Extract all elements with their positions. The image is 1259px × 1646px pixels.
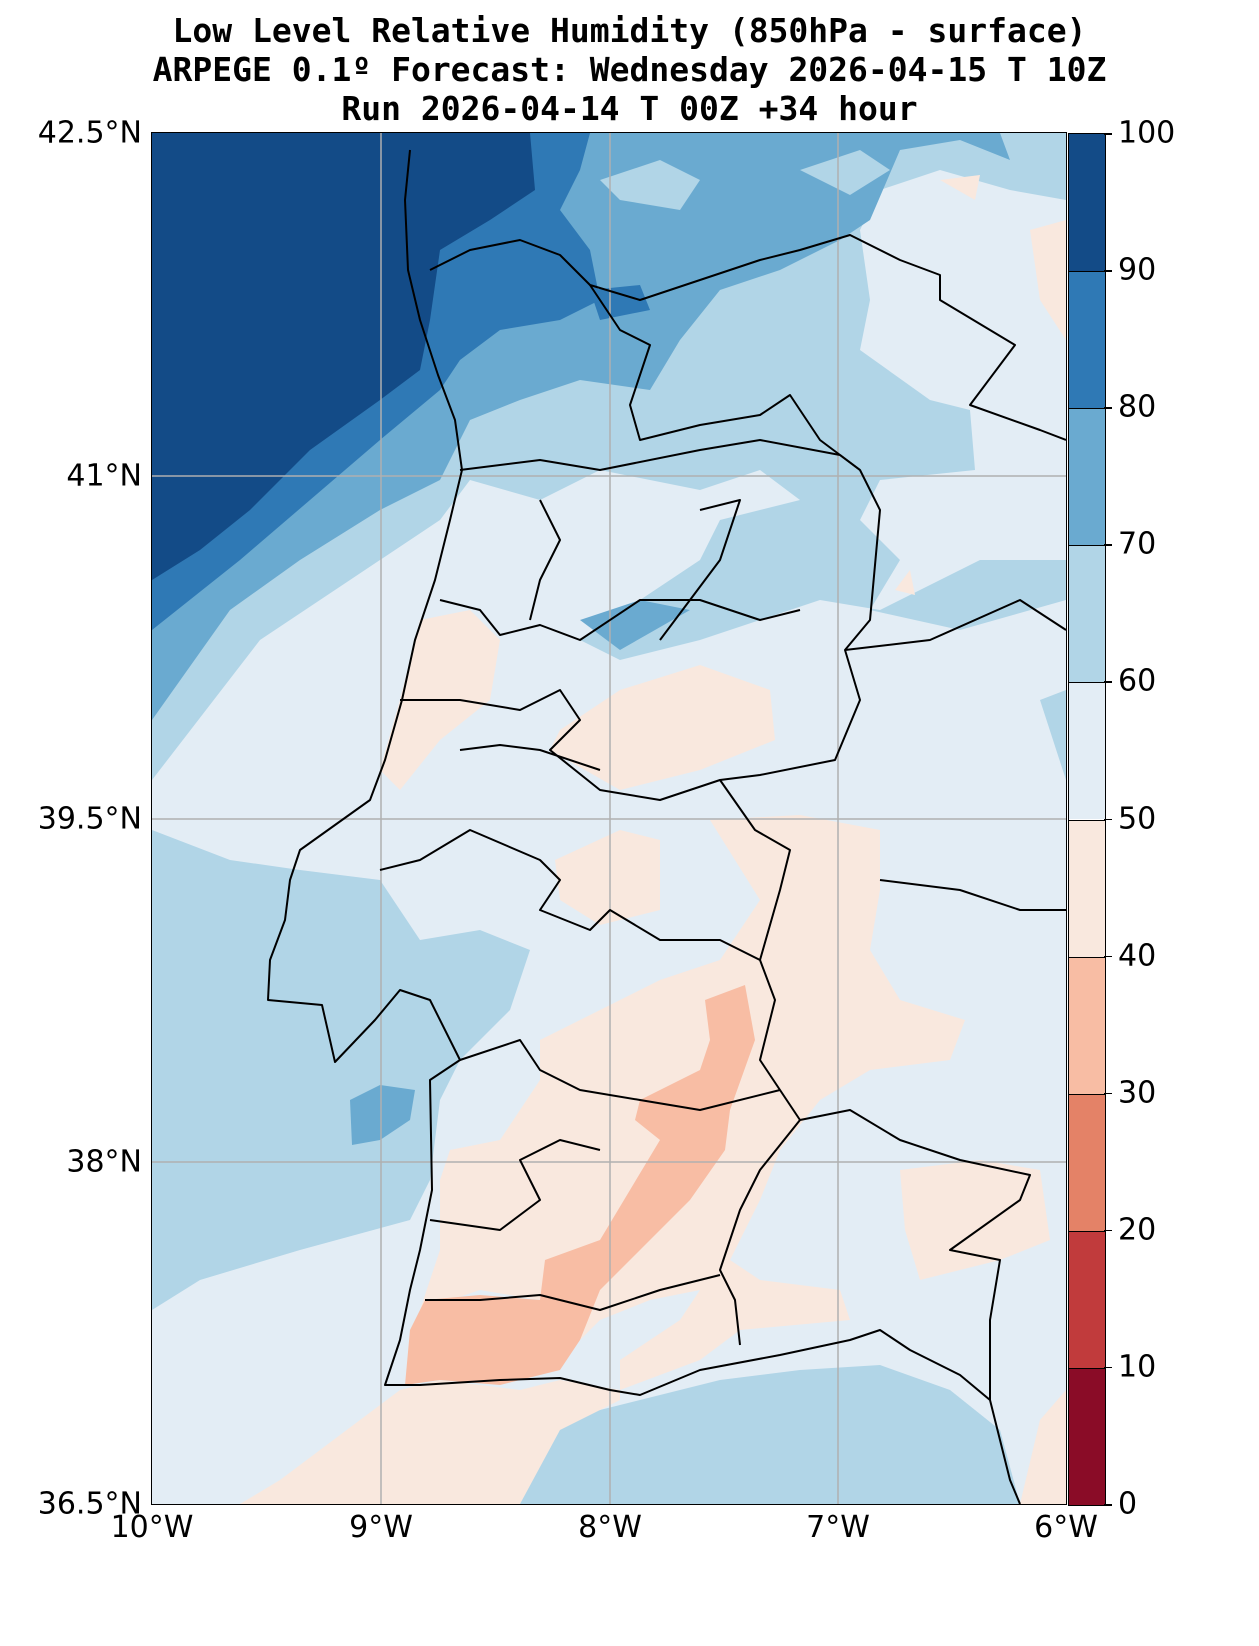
colorbar-segment: [1069, 1093, 1105, 1231]
colorbar-segment: [1069, 408, 1105, 546]
colorbar-tick-mark: [1104, 1366, 1112, 1369]
colorbar-tick-label: 70: [1118, 526, 1157, 562]
colorbar-tick-label: 100: [1118, 115, 1176, 151]
colorbar-tick-mark: [1104, 544, 1112, 546]
title-line-2: ARPEGE 0.1º Forecast: Wednesday 2026-04-…: [152, 50, 1107, 89]
colorbar-tick-mark: [1104, 1504, 1112, 1506]
colorbar-segment: [1069, 1367, 1105, 1505]
y-tick-label: 41°N: [66, 458, 142, 494]
gridlines: [152, 133, 1066, 1504]
title-line-1: Low Level Relative Humidity (850hPa - su…: [172, 11, 1087, 50]
y-tick-label: 38°N: [66, 1144, 142, 1180]
colorbar-tick-mark: [1104, 681, 1112, 683]
colorbar-segment: [1069, 956, 1105, 1094]
title-line-3: Run 2026-04-14 T 00Z +34 hour: [341, 89, 918, 128]
colorbar-tick-label: 0: [1118, 1486, 1138, 1522]
colorbar-tick-mark: [1104, 1092, 1112, 1095]
colorbar-tick-label: 60: [1118, 663, 1157, 699]
x-tick-label: 7°W: [806, 1510, 870, 1545]
colorbar-tick-mark: [1104, 133, 1112, 135]
colorbar-segment: [1069, 545, 1105, 683]
humidity-map: [151, 132, 1067, 1505]
colorbar-segment: [1069, 271, 1105, 409]
colorbar-tick-label: 80: [1118, 389, 1157, 425]
colorbar-tick-label: 20: [1118, 1212, 1157, 1248]
colorbar-tick-mark: [1104, 818, 1112, 820]
field-40-50: [240, 175, 1066, 1504]
colorbar-tick-mark: [1104, 1229, 1112, 1232]
x-tick-label: 9°W: [349, 1510, 413, 1545]
y-tick-label: 39.5°N: [37, 801, 142, 837]
y-tick-label: 36.5°N: [37, 1486, 142, 1522]
colorbar-segment: [1069, 819, 1105, 957]
y-tick-label: 42.5°N: [37, 115, 142, 151]
colorbar-tick-label: 90: [1118, 252, 1157, 288]
colorbar-tick-mark: [1104, 270, 1112, 272]
field-60-70-patches: [600, 150, 890, 210]
colorbar-tick-label: 30: [1118, 1075, 1157, 1111]
x-tick-label: 10°W: [110, 1510, 194, 1545]
colorbar-segment: [1069, 134, 1105, 272]
field-90-100: [152, 133, 535, 580]
colorbar: [1068, 133, 1106, 1506]
colorbar-tick-mark: [1104, 407, 1112, 409]
colorbar-segment: [1069, 1230, 1105, 1368]
colorbar-tick-label: 50: [1118, 801, 1157, 836]
x-tick-label: 8°W: [578, 1510, 642, 1545]
colorbar-tick-label: 40: [1118, 938, 1157, 974]
x-tick-label: 6°W: [1034, 1510, 1098, 1545]
coastline-and-borders: [267, 149, 1066, 1504]
colorbar-tick-label: 10: [1118, 1349, 1157, 1385]
colorbar-segment: [1069, 682, 1105, 820]
colorbar-tick-mark: [1104, 955, 1112, 958]
